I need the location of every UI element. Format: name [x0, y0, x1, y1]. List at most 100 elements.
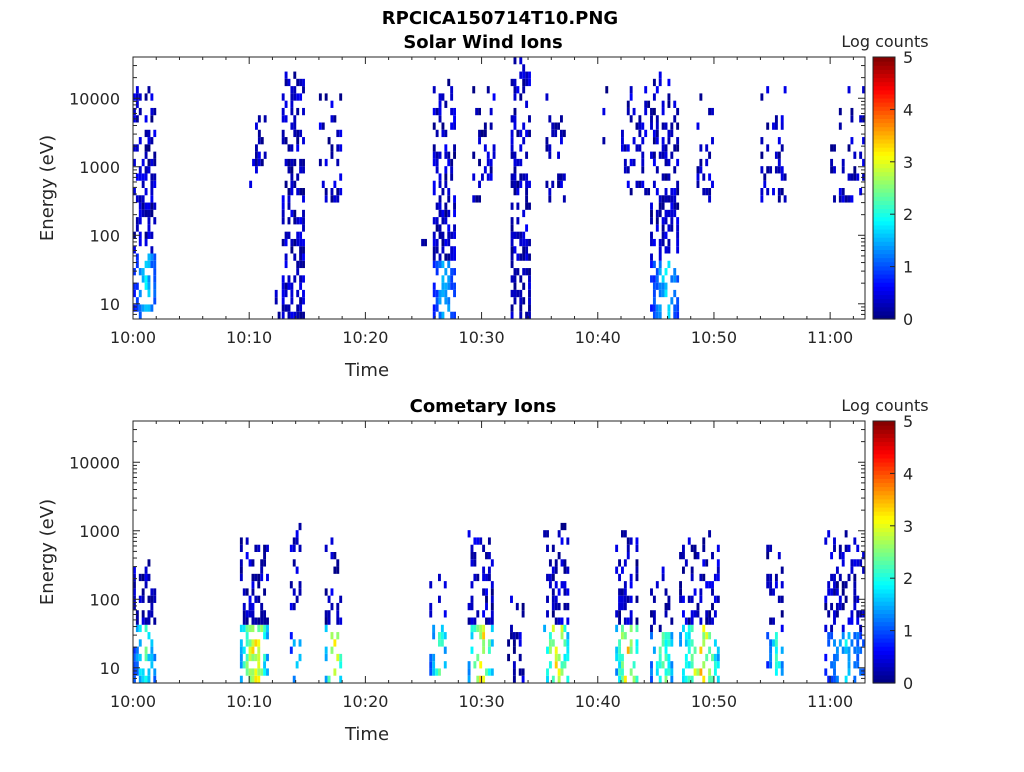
- colorbar-step: [873, 670, 895, 676]
- heatmap-cell: [830, 632, 834, 640]
- heatmap-cell: [621, 632, 624, 640]
- heatmap-cell: [777, 137, 781, 145]
- heatmap-cell: [618, 653, 621, 662]
- heatmap-cell: [835, 646, 839, 654]
- heatmap-cell: [470, 602, 474, 611]
- heatmap-cell: [298, 544, 302, 552]
- heatmap-cell: [277, 311, 281, 319]
- heatmap-cell: [432, 238, 436, 247]
- heatmap-cell: [635, 537, 639, 545]
- heatmap-cell: [435, 202, 439, 210]
- heatmap-cell: [548, 661, 552, 669]
- heatmap-cell: [447, 253, 451, 261]
- heatmap-cell: [254, 675, 258, 683]
- heatmap-cell: [850, 559, 854, 567]
- heatmap-cell: [147, 617, 151, 625]
- heatmap-cell: [239, 559, 243, 567]
- heatmap-cell: [658, 238, 662, 247]
- heatmap-cell: [138, 268, 142, 276]
- heatmap-cell: [676, 144, 680, 152]
- heatmap-cell: [713, 661, 717, 669]
- heatmap-cell: [716, 653, 720, 662]
- heatmap-cell: [830, 166, 834, 174]
- heatmap-cell: [447, 275, 451, 283]
- heatmap-cell: [670, 661, 674, 669]
- heatmap-cell: [489, 158, 493, 167]
- heatmap-cell: [641, 158, 645, 167]
- heatmap-cell: [546, 675, 549, 683]
- heatmap-cell: [774, 668, 778, 676]
- heatmap-cell: [853, 646, 857, 654]
- heatmap-cell: [441, 311, 445, 319]
- heatmap-cell: [841, 166, 845, 174]
- heatmap-cell: [859, 151, 863, 159]
- colorbar-step: [873, 650, 895, 655]
- heatmap-cell: [287, 202, 291, 210]
- heatmap-cell: [560, 632, 564, 640]
- colorbar-step: [873, 478, 895, 483]
- heatmap-cell: [239, 661, 243, 669]
- heatmap-cell: [513, 107, 517, 116]
- heatmap-cell: [299, 297, 303, 305]
- heatmap-cell: [705, 617, 709, 625]
- heatmap-cell: [440, 632, 444, 640]
- heatmap-cell: [623, 530, 627, 538]
- heatmap-cell: [432, 304, 436, 312]
- heatmap-cell: [682, 544, 685, 552]
- heatmap-cell: [239, 675, 243, 683]
- colorbar-step: [873, 605, 895, 610]
- heatmap-cell: [135, 304, 139, 312]
- heatmap-cell: [444, 209, 448, 218]
- heatmap-cell: [705, 158, 709, 167]
- heatmap-cell: [255, 158, 258, 167]
- heatmap-cell: [670, 122, 674, 130]
- colorbar-step: [873, 253, 895, 259]
- heatmap-cell: [658, 675, 662, 683]
- heatmap-cell: [147, 282, 151, 290]
- heatmap-cell: [144, 188, 148, 196]
- heatmap-cell: [566, 588, 570, 596]
- heatmap-cell: [133, 661, 136, 669]
- heatmap-cell: [257, 675, 261, 683]
- colorbar-step: [873, 159, 895, 165]
- heatmap-cell: [766, 661, 770, 669]
- heatmap-cell: [438, 289, 442, 298]
- heatmap-cell: [699, 166, 703, 174]
- heatmap-cell: [153, 668, 157, 676]
- heatmap-cell: [150, 115, 154, 123]
- heatmap-cell: [133, 653, 136, 662]
- heatmap-cell: [321, 122, 325, 130]
- heatmap-cell: [655, 115, 659, 123]
- heatmap-cell: [699, 646, 703, 654]
- heatmap-cell: [441, 246, 445, 254]
- heatmap-cell: [708, 632, 712, 640]
- heatmap-cell: [713, 595, 717, 603]
- heatmap-cell: [486, 86, 490, 94]
- heatmap-cell: [850, 617, 854, 625]
- heatmap-cell: [650, 675, 653, 683]
- heatmap-cell: [292, 639, 296, 647]
- heatmap-cell: [144, 646, 148, 654]
- heatmap-cell: [702, 573, 706, 582]
- heatmap-cell: [512, 661, 516, 669]
- heatmap-cell: [251, 573, 255, 582]
- heatmap-cell: [513, 275, 517, 283]
- heatmap-cell: [248, 653, 252, 662]
- heatmap-cell: [783, 86, 787, 94]
- colorbar-step: [873, 77, 895, 83]
- heatmap-cell: [664, 610, 668, 618]
- heatmap-cell: [295, 537, 299, 545]
- heatmap-cell: [621, 668, 624, 676]
- heatmap-cell: [432, 260, 436, 269]
- heatmap-cell: [525, 246, 529, 254]
- heatmap-cell: [670, 675, 674, 683]
- heatmap-cell: [830, 144, 834, 152]
- heatmap-cell: [144, 166, 148, 174]
- heatmap-cell: [780, 566, 784, 574]
- heatmap-cell: [513, 268, 517, 276]
- heatmap-cell: [453, 253, 456, 261]
- colorbar-step: [873, 192, 895, 197]
- heatmap-cell: [453, 231, 456, 239]
- heatmap-cell: [702, 632, 706, 640]
